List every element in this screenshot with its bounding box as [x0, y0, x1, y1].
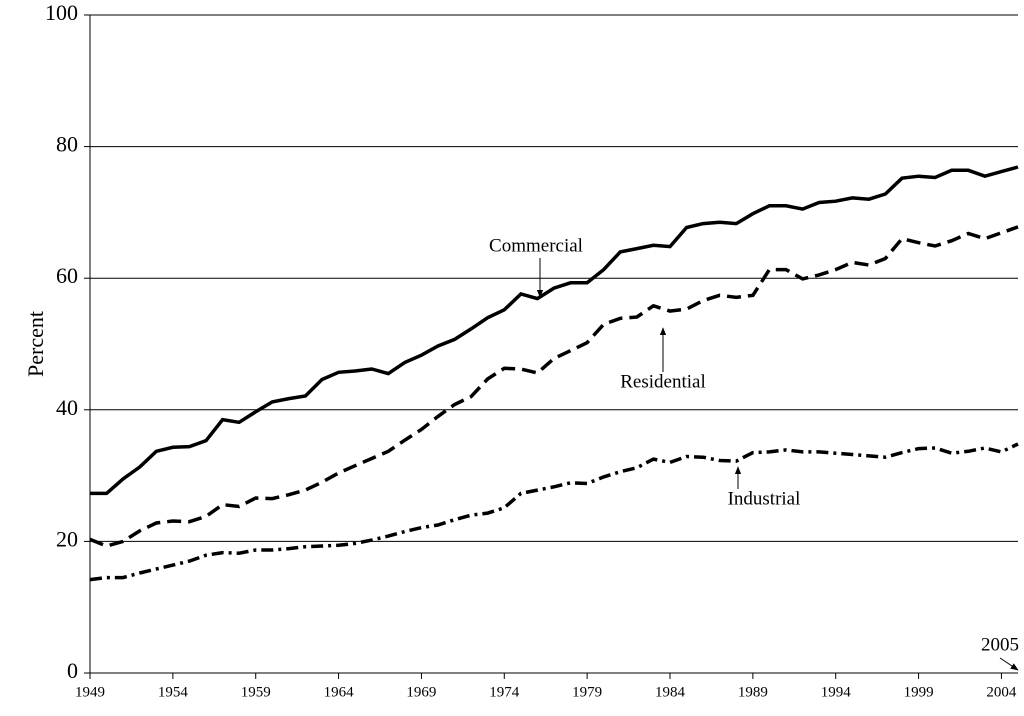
y-tick-label: 60 — [56, 263, 78, 288]
x-tick-label: 2004 — [986, 684, 1017, 700]
x-tick-label: 1979 — [572, 684, 602, 700]
y-tick-label: 100 — [45, 0, 78, 25]
y-tick-label: 20 — [56, 526, 78, 551]
x-tick-label: 1949 — [75, 684, 105, 700]
annotation: Commercial — [489, 235, 583, 256]
x-tick-label: 1964 — [324, 684, 355, 700]
line-series — [89, 442, 1019, 582]
y-tick-label: 80 — [56, 132, 78, 157]
annotation-arrow — [999, 657, 1019, 671]
y-axis-label: Percent — [23, 311, 48, 377]
x-tick-label: 1959 — [241, 684, 271, 700]
x-tick-label: 1994 — [821, 684, 852, 700]
line-series — [90, 165, 1019, 496]
line-series — [89, 225, 1019, 548]
x-tick-label: 1954 — [158, 684, 189, 700]
annotation: 2005 — [981, 634, 1019, 655]
x-tick-label: 1989 — [738, 684, 768, 700]
y-tick-label: 0 — [67, 658, 78, 683]
y-tick-label: 40 — [56, 395, 78, 420]
x-tick-label: 1969 — [406, 684, 436, 700]
annotation: Industrial — [728, 488, 801, 509]
x-tick-label: 1984 — [655, 684, 686, 700]
x-tick-label: 1999 — [904, 684, 934, 700]
annotation: Residential — [620, 371, 705, 392]
x-tick-label: 1974 — [489, 684, 520, 700]
